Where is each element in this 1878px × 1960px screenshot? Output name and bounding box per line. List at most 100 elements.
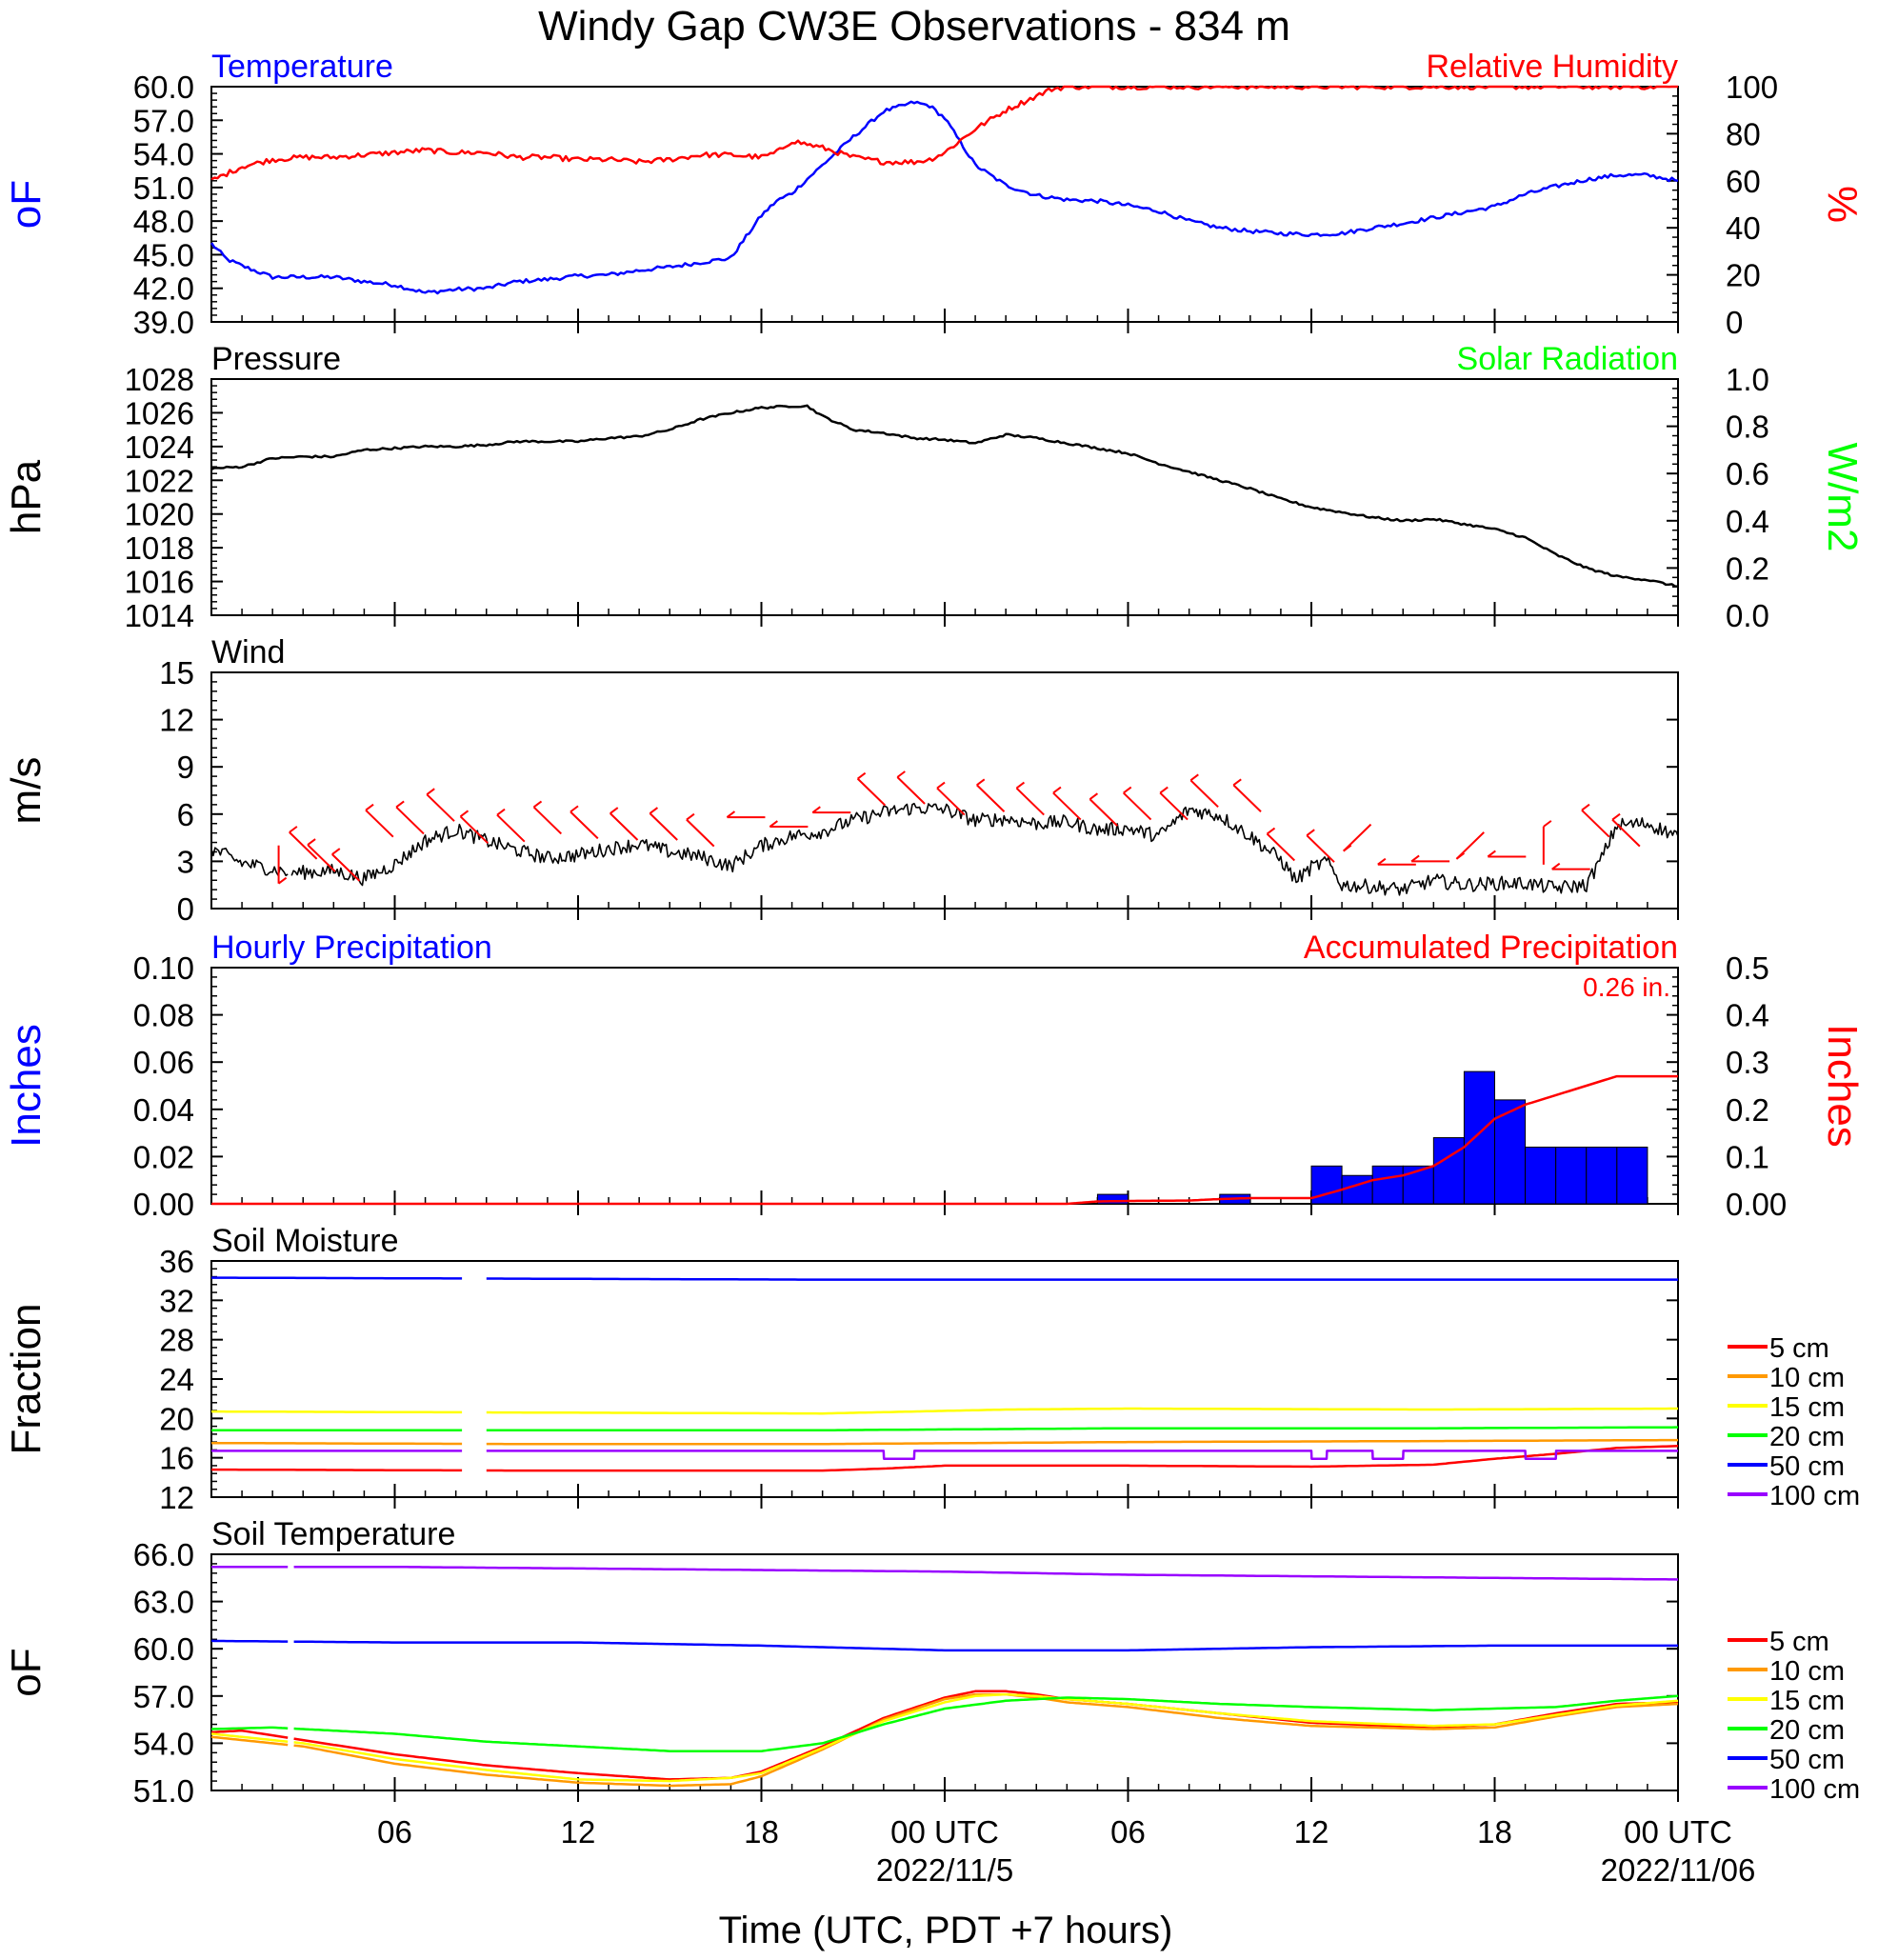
- right-tick-label: 0.1: [1726, 1139, 1769, 1174]
- right-tick-label: 0.8: [1726, 410, 1769, 445]
- x-tick-label: 12: [561, 1814, 596, 1850]
- wind-barb-flag: [496, 808, 506, 816]
- panel-title: Soil Temperature: [211, 1516, 455, 1552]
- right-tick-label: 0.4: [1726, 504, 1769, 539]
- panel-title: Hourly Precipitation: [211, 930, 492, 966]
- wind-barb: [1306, 834, 1335, 863]
- wind-barb-flag: [569, 805, 579, 813]
- y-axis-label: Fraction: [3, 1304, 50, 1455]
- legend-label: 50 cm: [1769, 1745, 1845, 1775]
- left-tick-label: 0.04: [133, 1092, 194, 1128]
- wind-barb-flag: [1611, 812, 1621, 821]
- wind-barb-flag: [1266, 827, 1276, 835]
- wind-barb: [569, 810, 599, 840]
- wind-barb-flag: [1551, 862, 1561, 870]
- left-tick-label: 32: [159, 1283, 194, 1318]
- wind-barb-flag: [331, 848, 341, 855]
- right-tick-label: 0.2: [1726, 1092, 1769, 1128]
- wind-barb-flag: [1015, 781, 1026, 790]
- left-tick-label: 1014: [125, 598, 194, 633]
- precip-bar: [1432, 1137, 1465, 1205]
- wind-barb: [459, 815, 489, 845]
- panel-title: Wind: [211, 634, 285, 670]
- series-line-wind: [290, 802, 1679, 896]
- panel-title-right: Solar Radiation: [1457, 341, 1678, 377]
- series-line-100-cm: [293, 1565, 1679, 1581]
- y-axis-label: oF: [3, 180, 50, 229]
- y-axis-label-right: W/m2: [1819, 443, 1866, 552]
- left-tick-label: 60.0: [133, 70, 194, 105]
- wind-barb-flag: [1052, 786, 1062, 794]
- panel-title: Pressure: [211, 341, 341, 377]
- series-line-20-cm: [293, 1694, 1679, 1752]
- right-tick-label: 0.00: [1726, 1187, 1787, 1222]
- wind-barb-flag: [609, 807, 619, 814]
- series-line-wind: [210, 847, 289, 877]
- left-tick-label: 63.0: [133, 1585, 194, 1620]
- right-tick-label: 1.0: [1726, 362, 1769, 397]
- wind-barb-flag: [1089, 792, 1099, 800]
- series-line-accumulated-precipitation: [211, 1074, 1678, 1206]
- left-tick-label: 6: [177, 797, 194, 832]
- left-tick-label: 39.0: [133, 305, 194, 340]
- series-line-20-cm: [210, 1726, 289, 1730]
- x-tick-label: 06: [1110, 1814, 1146, 1850]
- series-line-15-cm: [293, 1692, 1679, 1783]
- wind-barb-flag: [426, 788, 435, 795]
- left-tick-label: 0.10: [133, 950, 194, 986]
- left-tick-label: 12: [159, 1480, 194, 1515]
- left-tick-label: 0.06: [133, 1045, 194, 1080]
- wind-barb: [1189, 779, 1219, 809]
- wind-barb-flag: [769, 820, 778, 828]
- series-line-pressure: [210, 404, 1679, 589]
- wind-barb-flag: [1159, 786, 1169, 794]
- wind-barb: [365, 810, 394, 838]
- precip-bar: [1586, 1146, 1618, 1205]
- wind-barb-flag: [459, 810, 470, 818]
- precip-bar: [1555, 1146, 1588, 1205]
- y-axis-label: Inches: [3, 1024, 50, 1148]
- right-tick-label: 0.6: [1726, 456, 1769, 491]
- series-line-temperature: [210, 100, 1679, 295]
- right-tick-label: 0.0: [1726, 598, 1769, 633]
- precip-bar: [1616, 1146, 1648, 1205]
- wind-barb: [426, 793, 455, 822]
- x-tick-label: 18: [1477, 1814, 1512, 1850]
- x-tick-label: 00 UTC: [890, 1814, 999, 1850]
- right-tick-label: 0.4: [1726, 998, 1769, 1033]
- series-line-15-cm: [486, 1407, 1678, 1415]
- x-tick-label: 18: [744, 1814, 779, 1850]
- legend-label: 100 cm: [1769, 1774, 1860, 1805]
- wind-barb-flag: [1581, 803, 1590, 811]
- wind-barb: [331, 853, 361, 882]
- left-tick-label: 51.0: [133, 1773, 194, 1809]
- right-tick-label: 60: [1726, 164, 1761, 199]
- series-line-20-cm: [486, 1426, 1678, 1431]
- series-line-5-cm: [486, 1445, 1679, 1472]
- wind-barb: [1089, 798, 1118, 827]
- x-tick-label: 00 UTC: [1624, 1814, 1732, 1850]
- wind-barb: [936, 787, 966, 816]
- wind-barb-flag: [1343, 844, 1352, 852]
- left-tick-label: 3: [177, 844, 194, 879]
- panel-pressure: Pressure Solar Radiation10141016101810201…: [3, 341, 1866, 633]
- series-line-relative-humidity: [210, 85, 1678, 181]
- left-tick-label: 1020: [125, 497, 194, 532]
- wind-barb-flag: [896, 770, 906, 778]
- series-line-50-cm: [210, 1639, 289, 1643]
- wind-barb-flag: [1306, 829, 1315, 836]
- wind-barb-flag: [1543, 820, 1552, 828]
- series-line-50-cm: [486, 1277, 1678, 1281]
- right-tick-label: 0.2: [1726, 550, 1769, 586]
- left-tick-label: 54.0: [133, 137, 194, 172]
- precip-bar: [1096, 1193, 1129, 1205]
- left-tick-label: 57.0: [133, 1679, 194, 1714]
- series-line-10-cm: [486, 1438, 1678, 1446]
- left-tick-label: 0.00: [133, 1187, 194, 1222]
- precip-bar: [1341, 1174, 1373, 1205]
- wind-barb-flag: [1410, 854, 1420, 863]
- left-tick-label: 48.0: [133, 204, 194, 239]
